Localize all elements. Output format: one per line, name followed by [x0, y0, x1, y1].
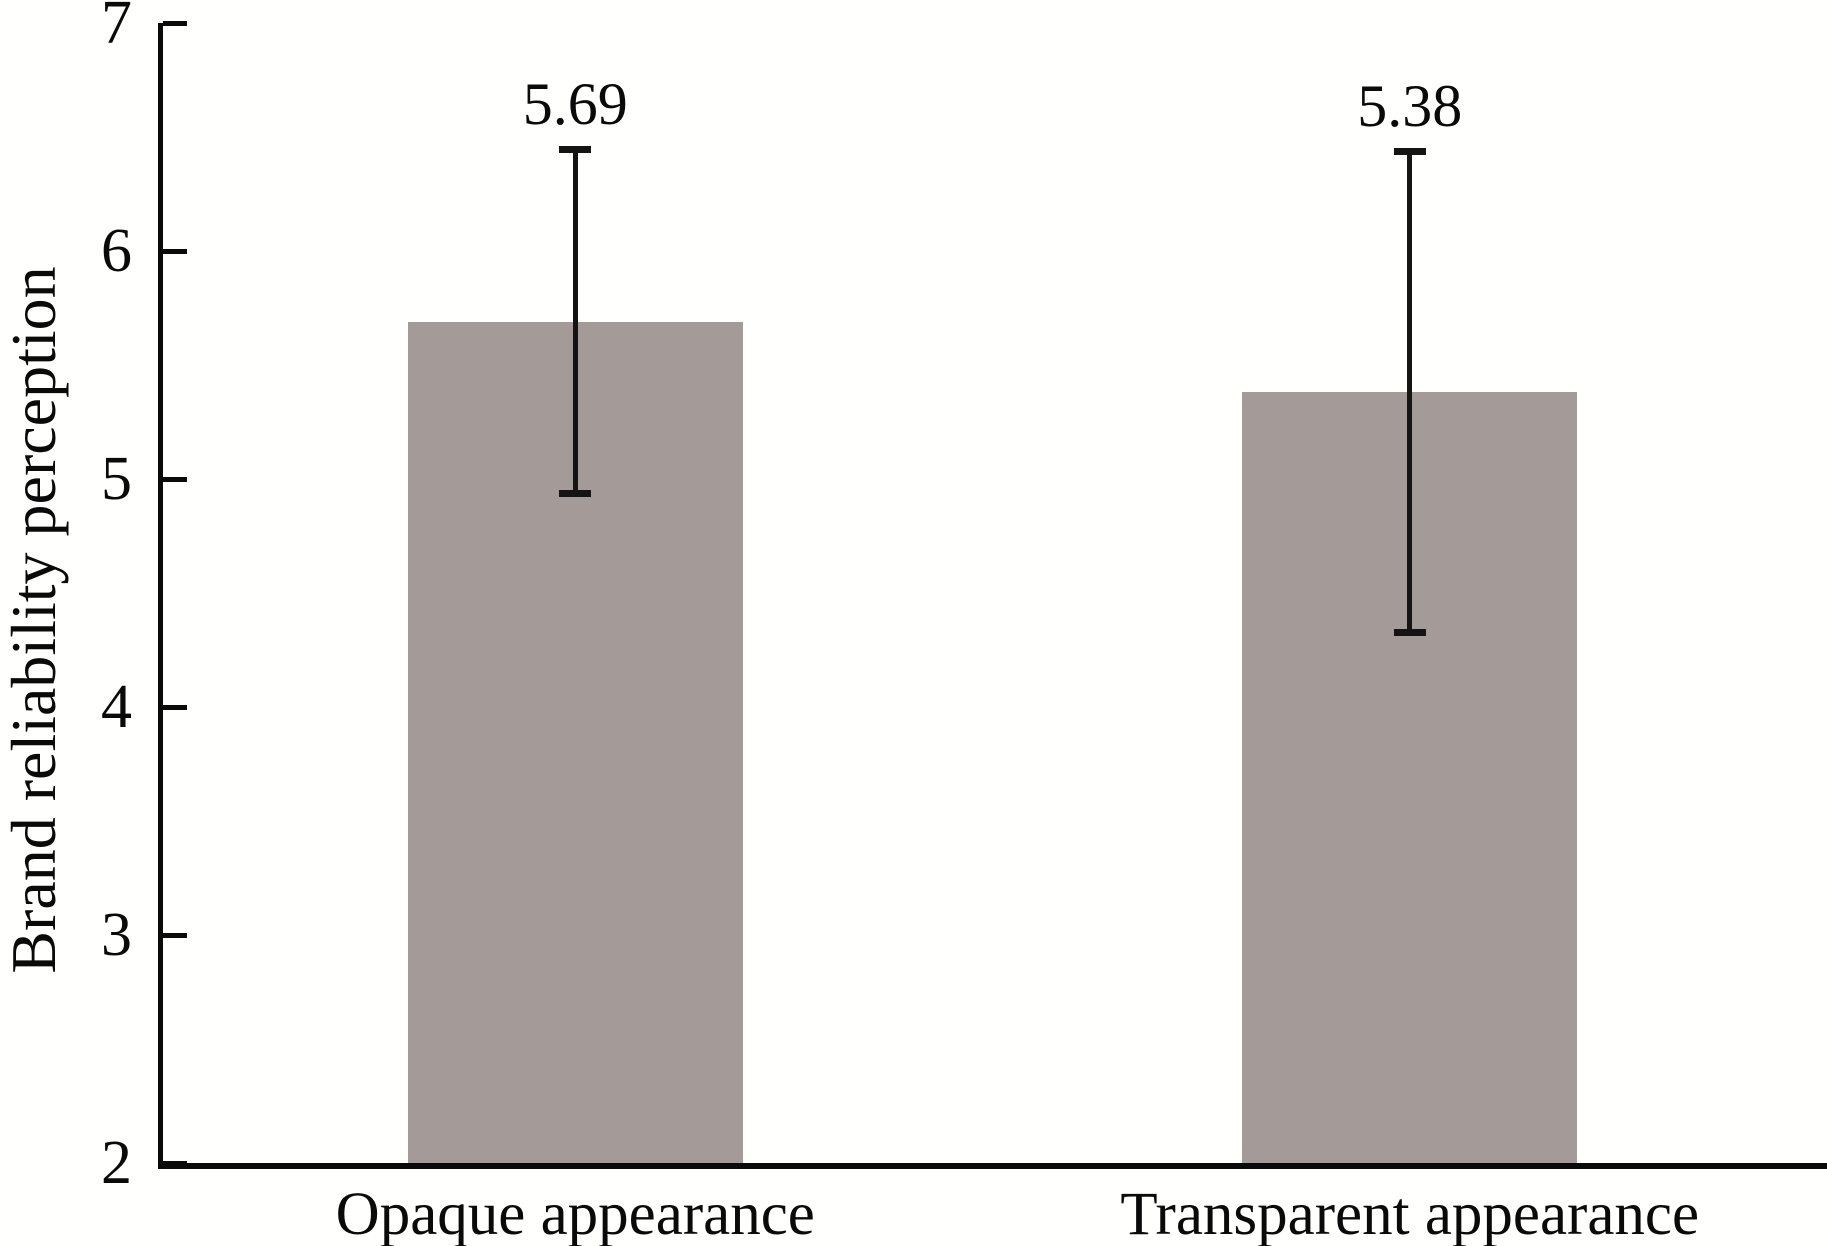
x-axis-line [158, 1163, 1827, 1169]
error-bar-line [1407, 148, 1413, 637]
error-bar-cap-bottom [1393, 629, 1426, 637]
error-bar-cap-bottom [559, 490, 592, 498]
y-tick-label: 7 [101, 0, 132, 57]
y-tick-mark [163, 20, 187, 26]
error-bar-line [572, 146, 578, 498]
y-tick-mark [163, 704, 187, 710]
y-tick-label: 6 [101, 217, 132, 285]
x-category-label: Opaque appearance [335, 1181, 815, 1246]
error-bar-cap-top [559, 146, 592, 154]
y-tick-label: 2 [101, 1129, 132, 1197]
y-axis-line [158, 23, 163, 1169]
x-category-label: Transparent appearance [1120, 1181, 1700, 1246]
y-tick-mark [163, 248, 187, 254]
bar-value-label: 5.69 [522, 71, 628, 138]
error-bar-cap-top [1393, 148, 1426, 156]
bar-value-label: 5.38 [1357, 73, 1463, 140]
y-tick-mark [163, 476, 187, 482]
y-axis-title: Brand reliability perception [0, 266, 69, 974]
y-tick-mark [163, 932, 187, 938]
y-tick-label: 5 [101, 445, 132, 513]
y-tick-label: 4 [101, 673, 132, 741]
y-tick-label: 3 [101, 901, 132, 969]
